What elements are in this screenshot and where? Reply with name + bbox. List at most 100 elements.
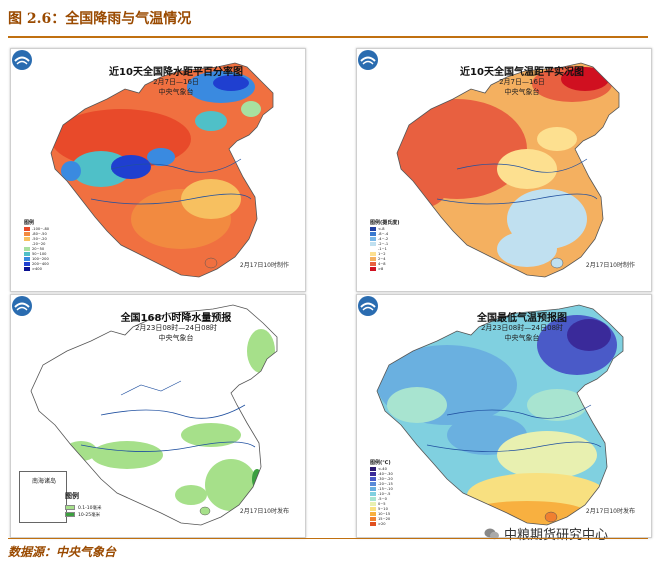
legend-item: -2~-1 [370,241,388,246]
legend-item: -10~-5 [370,491,393,496]
legend-swatch [370,501,376,506]
panel-title: 全国最低气温预报图 [477,313,567,324]
legend-swatch [24,241,30,246]
legend-label: -20~20 [32,241,46,246]
legend-label: 50~100 [32,251,47,256]
legend-label: -5~0 [378,496,387,501]
legend-swatch [370,496,376,501]
cma-logo-icon [12,50,32,70]
legend-swatch [370,506,376,511]
legend-swatch [370,516,376,521]
legend-title: 图例(℃) [370,460,391,466]
legend-label: 10-25毫米 [78,512,101,518]
legend-label: 0.1-10毫米 [78,505,102,511]
legend-swatch [370,521,376,526]
min-temp-forecast-map [376,304,624,526]
legend-swatch [370,256,376,261]
legend-label: >20 [378,521,386,526]
legend-swatch [24,231,30,236]
panel-precip-anomaly: 近10天全国降水距平百分率图 2月7日—16日 中央气象台 图例 -100~-8… [10,48,306,292]
panel-footer: 2月17日10时制作 [239,262,289,269]
legend-swatch [370,266,376,271]
legend-item: >8 [370,266,388,271]
legend-swatch [24,236,30,241]
temp-anomaly-map [396,62,620,278]
legend-swatch [370,486,376,491]
legend-swatch [370,251,376,256]
bottom-rule [8,538,648,539]
legend-item: 15~20 [370,516,393,521]
legend-swatch [65,505,75,510]
legend-min-temp: 图例(℃) <-40 -40~-30 -30~-20 -20~-15 -15~-10 -1… [367,457,415,526]
legend-swatch [24,261,30,266]
panel-min-temp-forecast: 全国最低气温预报图 2月23日08时—24日08时 中央气象台 图例(℃) <-… [356,294,652,538]
legend-label: 5~10 [378,506,388,511]
cma-logo-icon [358,296,378,316]
panel-footer: 2月17日10时发布 [239,508,289,515]
legend-label: 15~20 [378,516,391,521]
wechat-icon [484,528,499,539]
legend-label: <-8 [378,226,385,231]
precip-forecast-map [30,304,278,526]
legend-item: 2~4 [370,256,388,261]
legend-item: <-8 [370,226,388,231]
legend-title: 图例 [65,492,79,500]
legend-item: 0~5 [370,501,393,506]
legend-title: 图例(摄氏度) [370,220,400,226]
legend-swatch [370,466,376,471]
legend-swatch [370,236,376,241]
legend-label: -10~-5 [378,491,391,496]
legend-label: -1~1 [378,246,387,251]
panel-title: 全国168小时降水量预报 [120,313,232,324]
panel-title: 近10天全国降水距平百分率图 [109,67,243,78]
legend-label: 200~400 [32,261,49,266]
legend-swatch [370,476,376,481]
legend-swatch [65,512,75,517]
legend-item: 10-25毫米 [65,511,102,518]
legend-label: 100~200 [32,256,49,261]
legend-item: -4~-2 [370,236,388,241]
legend-item: -80~-50 [24,231,49,236]
legend-swatch [370,511,376,516]
legend-item: 50~100 [24,251,49,256]
legend-label: -40~-30 [378,471,393,476]
legend-item: 1~2 [370,251,388,256]
legend-item: -30~-20 [370,476,393,481]
legend-swatch [370,241,376,246]
legend-item: 4~8 [370,261,388,266]
legend-label: -30~-20 [378,476,393,481]
panel-agency: 中央气象台 [504,334,540,342]
panel-title: 近10天全国气温距平实况图 [460,67,584,78]
legend-item: -20~20 [24,241,49,246]
legend-swatch [24,226,30,231]
precip-anomaly-map [50,62,274,278]
legend-swatch [370,261,376,266]
legend-title: 图例 [24,220,35,226]
legend-precip-forecast: 图例 0.1-10毫米 10-25毫米 [65,491,102,518]
legend-item: 100~200 [24,256,49,261]
south-china-sea-inset: 南海诸岛 [19,471,67,523]
legend-label: -100~-80 [32,226,50,231]
legend-item: 200~400 [24,261,49,266]
inset-label: 南海诸岛 [32,478,57,485]
legend-swatch [370,471,376,476]
legend-label: 1~2 [378,251,386,256]
legend-swatch [370,481,376,486]
legend-label: -20~-15 [378,481,393,486]
legend-swatch [24,266,30,271]
panel-subtitle: 2月23日08时—24日08时 [480,324,564,332]
legend-label: -2~-1 [378,241,389,246]
legend-label: -15~-10 [378,486,393,491]
legend-item: 0.1-10毫米 [65,504,102,511]
legend-item: -100~-80 [24,226,49,231]
legend-swatch [24,251,30,256]
panel-precip-forecast: 全国168小时降水量预报 2月23日08时—24日08时 中央气象台 南海诸岛 … [10,294,306,538]
watermark-text: 中粮期货研究中心 [504,528,609,543]
figure-title: 图 2.6：全国降雨与气温情况 [8,11,192,27]
legend-swatch [370,231,376,236]
legend-label: <-40 [378,466,387,471]
panel-agency: 中央气象台 [158,88,194,96]
legend-label: 2~4 [378,256,386,261]
legend-item: -40~-30 [370,471,393,476]
legend-label: 4~8 [378,261,386,266]
